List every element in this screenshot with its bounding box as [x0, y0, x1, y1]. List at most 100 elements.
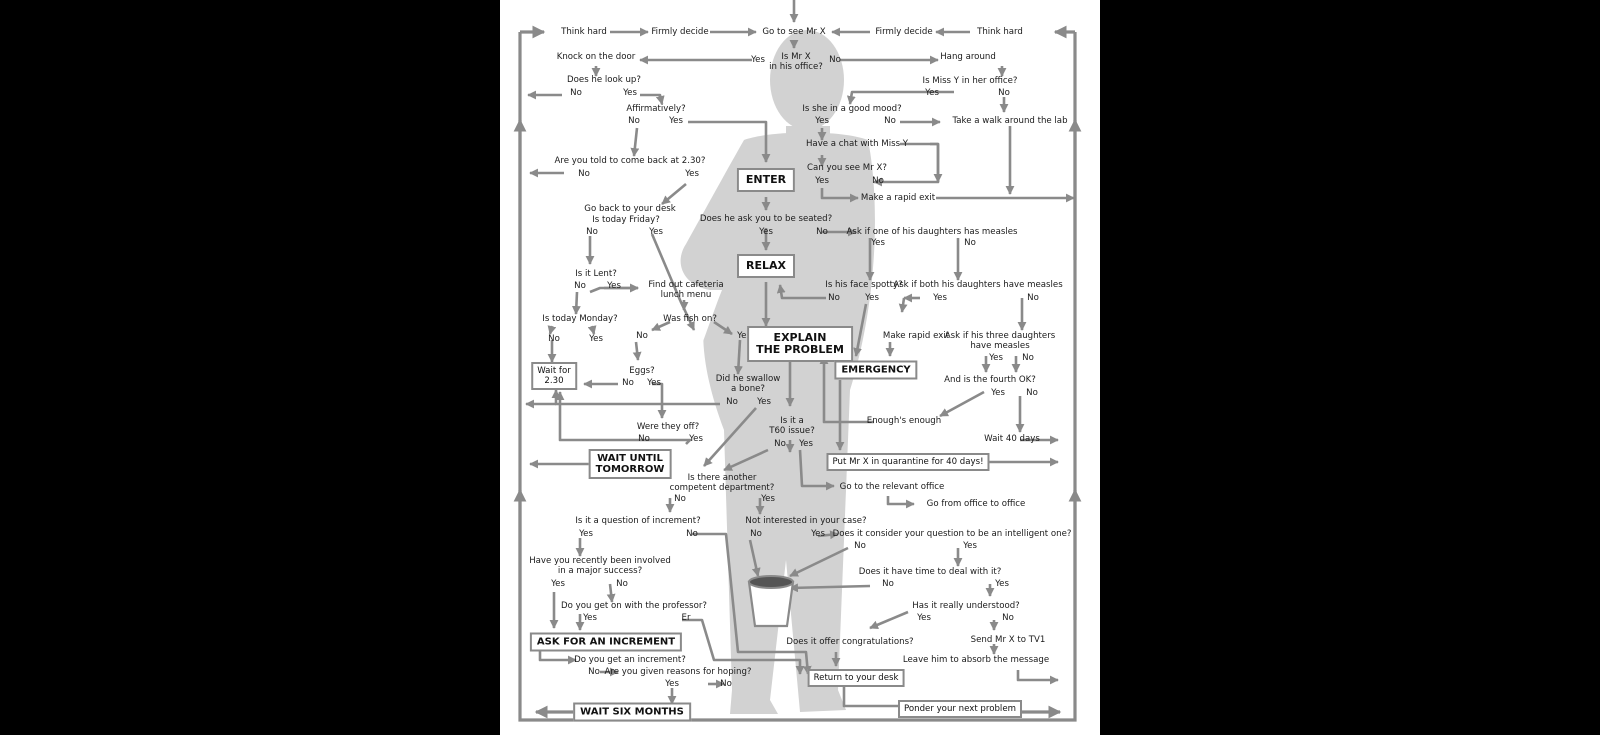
- answer-yes: Yes: [761, 494, 775, 504]
- answer-no: No: [674, 494, 686, 504]
- node-firmly-decide-right: Firmly decide: [875, 27, 933, 37]
- answer-no: No: [588, 667, 600, 677]
- answer-no: No: [726, 397, 738, 407]
- answer-yes: Yes: [665, 679, 679, 689]
- answer-no: No: [750, 529, 762, 539]
- node-eggs: Eggs?: [629, 366, 655, 376]
- node-not-interested: Not interested in your case?: [745, 516, 867, 526]
- answer-no: No: [774, 439, 786, 449]
- box-wait-for-230: Wait for 2.30: [531, 362, 577, 390]
- node-get-increment: Do you get an increment?: [574, 655, 686, 665]
- answer-yes: Yes: [551, 579, 565, 589]
- answer-yes: Yes: [589, 334, 603, 344]
- node-wait-40-days: Wait 40 days: [984, 434, 1040, 444]
- node-relevant-office: Go to the relevant office: [839, 482, 945, 492]
- node-was-fish-on: Was fish on?: [663, 314, 717, 324]
- answer-yes: Yes: [933, 293, 947, 303]
- answer-yes: Yes: [995, 579, 1009, 589]
- answer-no: No: [638, 434, 650, 444]
- box-wait-six-months: WAIT SIX MONTHS: [573, 702, 691, 722]
- answer-no: No: [622, 378, 634, 388]
- waste-bin-icon: [747, 575, 795, 628]
- node-is-friday: Is today Friday?: [592, 215, 660, 225]
- node-major-success: Have you recently been involved in a maj…: [529, 556, 671, 576]
- node-affirmatively: Affirmatively?: [626, 104, 686, 114]
- node-think-hard-left: Think hard: [561, 27, 607, 37]
- box-wait-until-tomorrow: WAIT UNTIL TOMORROW: [588, 449, 672, 479]
- node-does-he-look-up: Does he look up?: [567, 75, 641, 85]
- box-quarantine: Put Mr X in quarantine for 40 days!: [826, 453, 990, 471]
- answer-no: No: [1022, 353, 1034, 363]
- node-go-back-desk: Go back to your desk: [584, 204, 676, 214]
- answer-yes: Yes: [815, 176, 829, 186]
- node-good-mood: Is she in a good mood?: [802, 104, 902, 114]
- answer-yes: Yes: [799, 439, 813, 449]
- box-explain-the-problem: EXPLAIN THE PROBLEM: [747, 326, 853, 362]
- node-chat-miss-y: Have a chat with Miss Y: [805, 139, 909, 149]
- answer-no: No: [636, 331, 648, 341]
- answer-yes: Yes: [607, 281, 621, 291]
- answer-yes: Yes: [759, 227, 773, 237]
- answer-no: No: [578, 169, 590, 179]
- node-cafeteria-menu: Find out cafeteria lunch menu: [648, 280, 724, 300]
- answer-no: No: [872, 176, 884, 186]
- node-make-rapid-exit: Make a rapid exit: [860, 193, 936, 203]
- answer-no: No: [548, 334, 560, 344]
- answer-no: No: [586, 227, 598, 237]
- node-is-monday: Is today Monday?: [542, 314, 618, 324]
- answer-yes: Yes: [963, 541, 977, 551]
- answer-no: No: [964, 238, 976, 248]
- node-make-rapid-exit-2: Make rapid exit: [882, 331, 950, 341]
- answer-no: No: [1026, 388, 1038, 398]
- node-asked-to-be-seated: Does he ask you to be seated?: [699, 214, 833, 224]
- answer-yes: Yes: [811, 529, 825, 539]
- answer-no: No: [829, 55, 841, 65]
- node-think-hard-right: Think hard: [977, 27, 1023, 37]
- box-enter: ENTER: [736, 168, 796, 192]
- node-another-department: Is there another competent department?: [669, 473, 775, 493]
- node-offer-congratulations: Does it offer congratulations?: [786, 637, 914, 647]
- answer-no: No: [686, 529, 698, 539]
- node-intelligent-question: Does it consider your question to be an …: [832, 529, 1072, 539]
- node-face-spotty: Is his face spotty?: [825, 280, 903, 290]
- answer-yes: Yes: [737, 331, 751, 341]
- node-enoughs-enough: Enough's enough: [866, 416, 942, 426]
- node-were-they-off: Were they off?: [636, 422, 700, 432]
- answer-no: No: [1002, 613, 1014, 623]
- node-reasons-for-hoping: Are you given reasons for hoping?: [604, 667, 752, 677]
- answer-no: No: [570, 88, 582, 98]
- node-both-daughters-measles: Ask if both his daughters have measles: [893, 280, 1063, 290]
- node-get-on-professor: Do you get on with the professor?: [561, 601, 707, 611]
- answer-yes: Yes: [649, 227, 663, 237]
- answer-no: No: [884, 116, 896, 126]
- answer-no: No: [574, 281, 586, 291]
- node-knock-on-door: Knock on the door: [556, 52, 636, 62]
- answer-yes: Yes: [685, 169, 699, 179]
- node-one-daughter-measles: Ask if one of his daughters has measles: [846, 227, 1018, 237]
- answer-no: No: [998, 88, 1010, 98]
- answer-yes: Yes: [925, 88, 939, 98]
- node-hang-around: Hang around: [940, 52, 996, 62]
- answer-no: No: [828, 293, 840, 303]
- node-go-to-see-mr-x: Go to see Mr X: [762, 27, 826, 37]
- box-ponder-next-problem: Ponder your next problem: [898, 700, 1022, 718]
- node-miss-y-in-office: Is Miss Y in her office?: [922, 76, 1018, 86]
- answer-no: No: [1027, 293, 1039, 303]
- answer-no: No: [616, 579, 628, 589]
- answer-yes: Yes: [757, 397, 771, 407]
- node-office-to-office: Go from office to office: [926, 499, 1026, 509]
- box-relax: RELAX: [737, 254, 795, 278]
- answer-no: No: [816, 227, 828, 237]
- answer-yes: Yes: [815, 116, 829, 126]
- node-question-of-increment: Is it a question of increment?: [575, 516, 701, 526]
- answer-no: No: [882, 579, 894, 589]
- answer-yes: Yes: [871, 238, 885, 248]
- box-emergency: EMERGENCY: [834, 360, 918, 380]
- node-is-lent: Is it Lent?: [575, 269, 617, 279]
- flowchart-graphics: [513, 0, 1082, 722]
- node-time-to-deal: Does it have time to deal with it?: [858, 567, 1002, 577]
- answer-yes: Yes: [991, 388, 1005, 398]
- box-return-to-desk: Return to your desk: [807, 669, 905, 687]
- node-leave-absorb: Leave him to absorb the message: [902, 655, 1050, 665]
- node-really-understood: Has it really understood?: [912, 601, 1020, 611]
